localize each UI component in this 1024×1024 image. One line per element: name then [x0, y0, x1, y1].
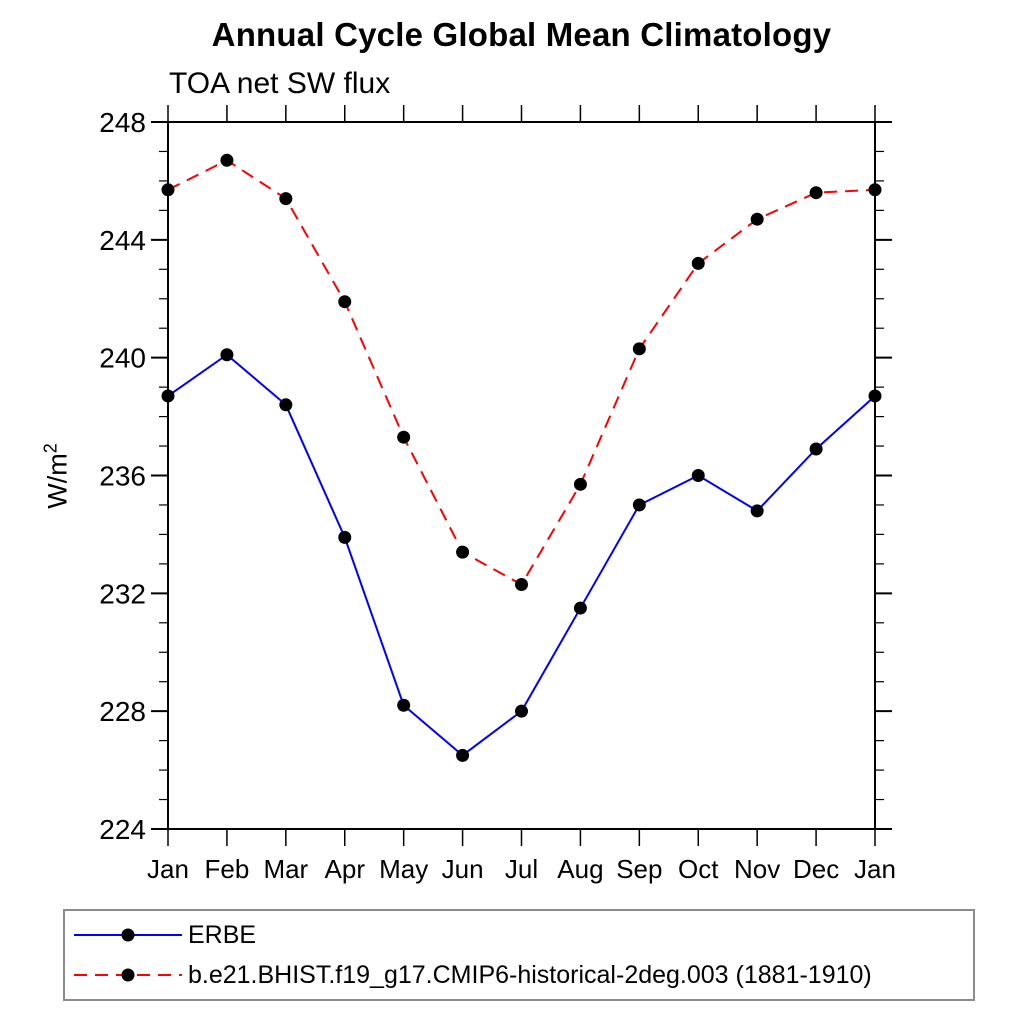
- svg-text:Jun: Jun: [442, 854, 484, 884]
- svg-text:224: 224: [99, 814, 146, 845]
- svg-text:240: 240: [99, 343, 146, 374]
- svg-text:228: 228: [99, 696, 146, 727]
- svg-text:232: 232: [99, 578, 146, 609]
- chart-title: Annual Cycle Global Mean Climatology: [211, 16, 832, 53]
- svg-text:Feb: Feb: [205, 854, 250, 884]
- svg-text:Jan: Jan: [854, 854, 896, 884]
- svg-text:May: May: [379, 854, 428, 884]
- legend-label-model: b.e21.BHIST.f19_g17.CMIP6-historical-2de…: [188, 960, 872, 989]
- legend-item-erbe: ERBE: [72, 915, 973, 955]
- svg-text:244: 244: [99, 225, 146, 256]
- svg-text:Jan: Jan: [147, 854, 189, 884]
- legend-line-sample-erbe: [74, 928, 182, 942]
- svg-text:Aug: Aug: [557, 854, 603, 884]
- svg-text:248: 248: [99, 107, 146, 138]
- svg-text:Dec: Dec: [793, 854, 839, 884]
- svg-text:Sep: Sep: [616, 854, 662, 884]
- legend-label-erbe: ERBE: [188, 920, 257, 949]
- svg-text:Oct: Oct: [678, 854, 719, 884]
- legend-line-sample-model: [74, 968, 182, 982]
- legend: ERBE b.e21.BHIST.f19_g17.CMIP6-historica…: [63, 909, 975, 1001]
- svg-text:Nov: Nov: [734, 854, 780, 884]
- svg-text:Apr: Apr: [325, 854, 366, 884]
- legend-item-model: b.e21.BHIST.f19_g17.CMIP6-historical-2de…: [72, 955, 973, 995]
- svg-text:Jul: Jul: [505, 854, 538, 884]
- chart-subtitle: TOA net SW flux: [169, 67, 391, 100]
- svg-text:236: 236: [99, 461, 146, 492]
- svg-text:Mar: Mar: [263, 854, 308, 884]
